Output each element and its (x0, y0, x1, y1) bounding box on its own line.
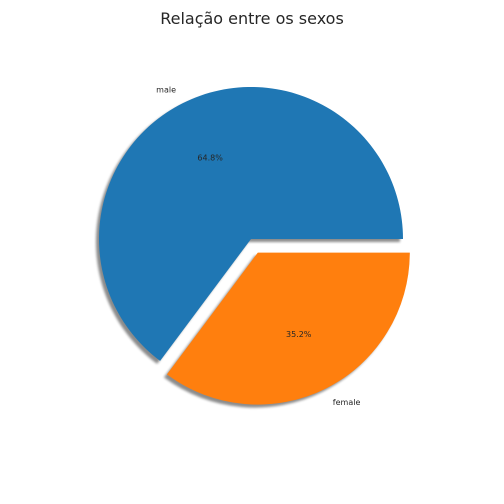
slice-label-female: female (333, 398, 361, 407)
slice-percent-female: 35.2% (286, 330, 312, 339)
slice-label-male: male (156, 86, 176, 95)
pie-slices (99, 87, 410, 405)
slice-percent-male: 64.8% (197, 153, 223, 162)
pie-slice-female (166, 252, 410, 405)
chart-title: Relação entre os sexos (160, 9, 344, 28)
pie-slice-male (99, 87, 403, 361)
pie-labels: male 64.8% female 35.2% (156, 86, 360, 407)
